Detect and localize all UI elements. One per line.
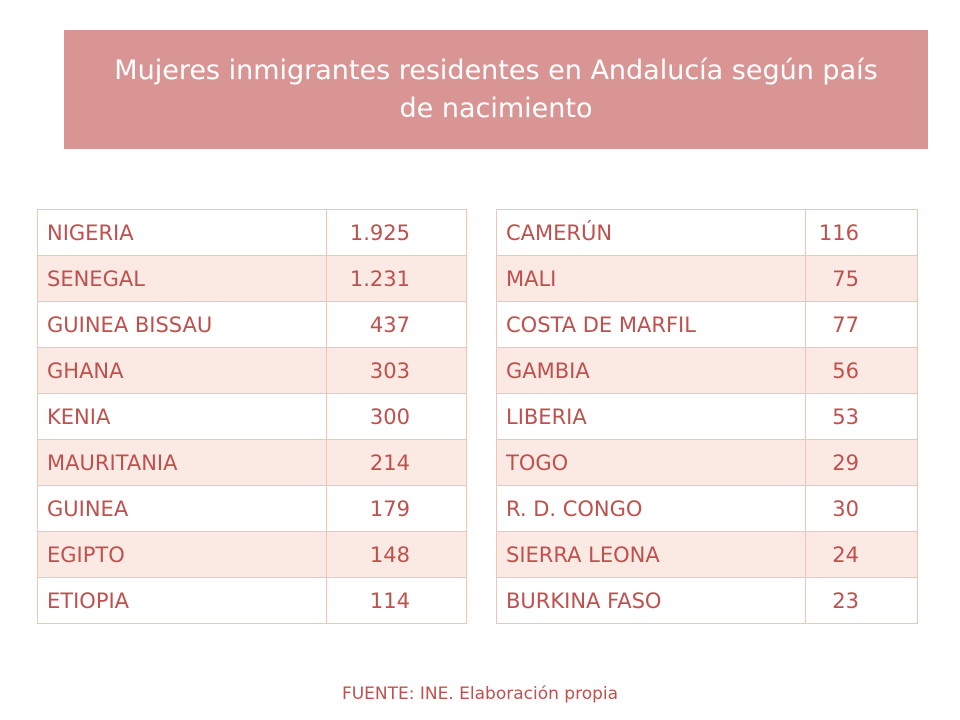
value-cell: 214 xyxy=(326,439,467,486)
value-cell: 77 xyxy=(805,301,918,348)
country-cell: GUINEA BISSAU xyxy=(36,301,328,348)
country-cell: EGIPTO xyxy=(36,531,328,578)
country-cell: GHANA xyxy=(36,347,328,394)
table-row: TOGO 29 xyxy=(495,439,918,486)
country-cell: MALI xyxy=(495,255,807,302)
page-title: Mujeres inmigrantes residentes en Andalu… xyxy=(114,54,878,124)
table-row: COSTA DE MARFIL 77 xyxy=(495,301,918,348)
table-left-body: NIGERIA 1.925 SENEGAL 1.231 GUINEA BISSA… xyxy=(36,209,467,624)
table-row: BURKINA FASO 23 xyxy=(495,577,918,624)
table-row: R. D. CONGO 30 xyxy=(495,485,918,532)
value-cell: 300 xyxy=(326,393,467,440)
country-cell: CAMERÚN xyxy=(495,209,807,256)
value-cell: 1.925 xyxy=(326,209,467,256)
value-cell: 1.231 xyxy=(326,255,467,302)
country-cell: LIBERIA xyxy=(495,393,807,440)
table-row: CAMERÚN 116 xyxy=(495,209,918,256)
value-cell: 56 xyxy=(805,347,918,394)
table-row: MAURITANIA 214 xyxy=(36,439,467,486)
table-right: CAMERÚN 116 MALI 75 COSTA DE MARFIL 77 G… xyxy=(495,209,918,624)
table-row: EGIPTO 148 xyxy=(36,531,467,578)
value-cell: 53 xyxy=(805,393,918,440)
title-banner: Mujeres inmigrantes residentes en Andalu… xyxy=(64,30,928,149)
country-cell: MAURITANIA xyxy=(36,439,328,486)
table-row: ETIOPIA 114 xyxy=(36,577,467,624)
table-row: GUINEA BISSAU 437 xyxy=(36,301,467,348)
table-row: KENIA 300 xyxy=(36,393,467,440)
country-cell: R. D. CONGO xyxy=(495,485,807,532)
country-cell: NIGERIA xyxy=(36,209,328,256)
country-cell: SIERRA LEONA xyxy=(495,531,807,578)
value-cell: 23 xyxy=(805,577,918,624)
table-row: GUINEA 179 xyxy=(36,485,467,532)
value-cell: 437 xyxy=(326,301,467,348)
country-cell: KENIA xyxy=(36,393,328,440)
value-cell: 179 xyxy=(326,485,467,532)
country-cell: COSTA DE MARFIL xyxy=(495,301,807,348)
table-row: SENEGAL 1.231 xyxy=(36,255,467,302)
table-row: NIGERIA 1.925 xyxy=(36,209,467,256)
table-right-body: CAMERÚN 116 MALI 75 COSTA DE MARFIL 77 G… xyxy=(495,209,918,624)
table-left: NIGERIA 1.925 SENEGAL 1.231 GUINEA BISSA… xyxy=(36,209,467,624)
country-cell: TOGO xyxy=(495,439,807,486)
country-cell: SENEGAL xyxy=(36,255,328,302)
value-cell: 114 xyxy=(326,577,467,624)
value-cell: 148 xyxy=(326,531,467,578)
value-cell: 116 xyxy=(805,209,918,256)
table-row: SIERRA LEONA 24 xyxy=(495,531,918,578)
value-cell: 30 xyxy=(805,485,918,532)
value-cell: 29 xyxy=(805,439,918,486)
value-cell: 24 xyxy=(805,531,918,578)
country-cell: BURKINA FASO xyxy=(495,577,807,624)
source-note: FUENTE: INE. Elaboración propia xyxy=(341,684,619,704)
table-row: MALI 75 xyxy=(495,255,918,302)
value-cell: 303 xyxy=(326,347,467,394)
country-cell: ETIOPIA xyxy=(36,577,328,624)
table-row: GHANA 303 xyxy=(36,347,467,394)
table-row: LIBERIA 53 xyxy=(495,393,918,440)
table-row: GAMBIA 56 xyxy=(495,347,918,394)
value-cell: 75 xyxy=(805,255,918,302)
country-cell: GUINEA xyxy=(36,485,328,532)
country-cell: GAMBIA xyxy=(495,347,807,394)
